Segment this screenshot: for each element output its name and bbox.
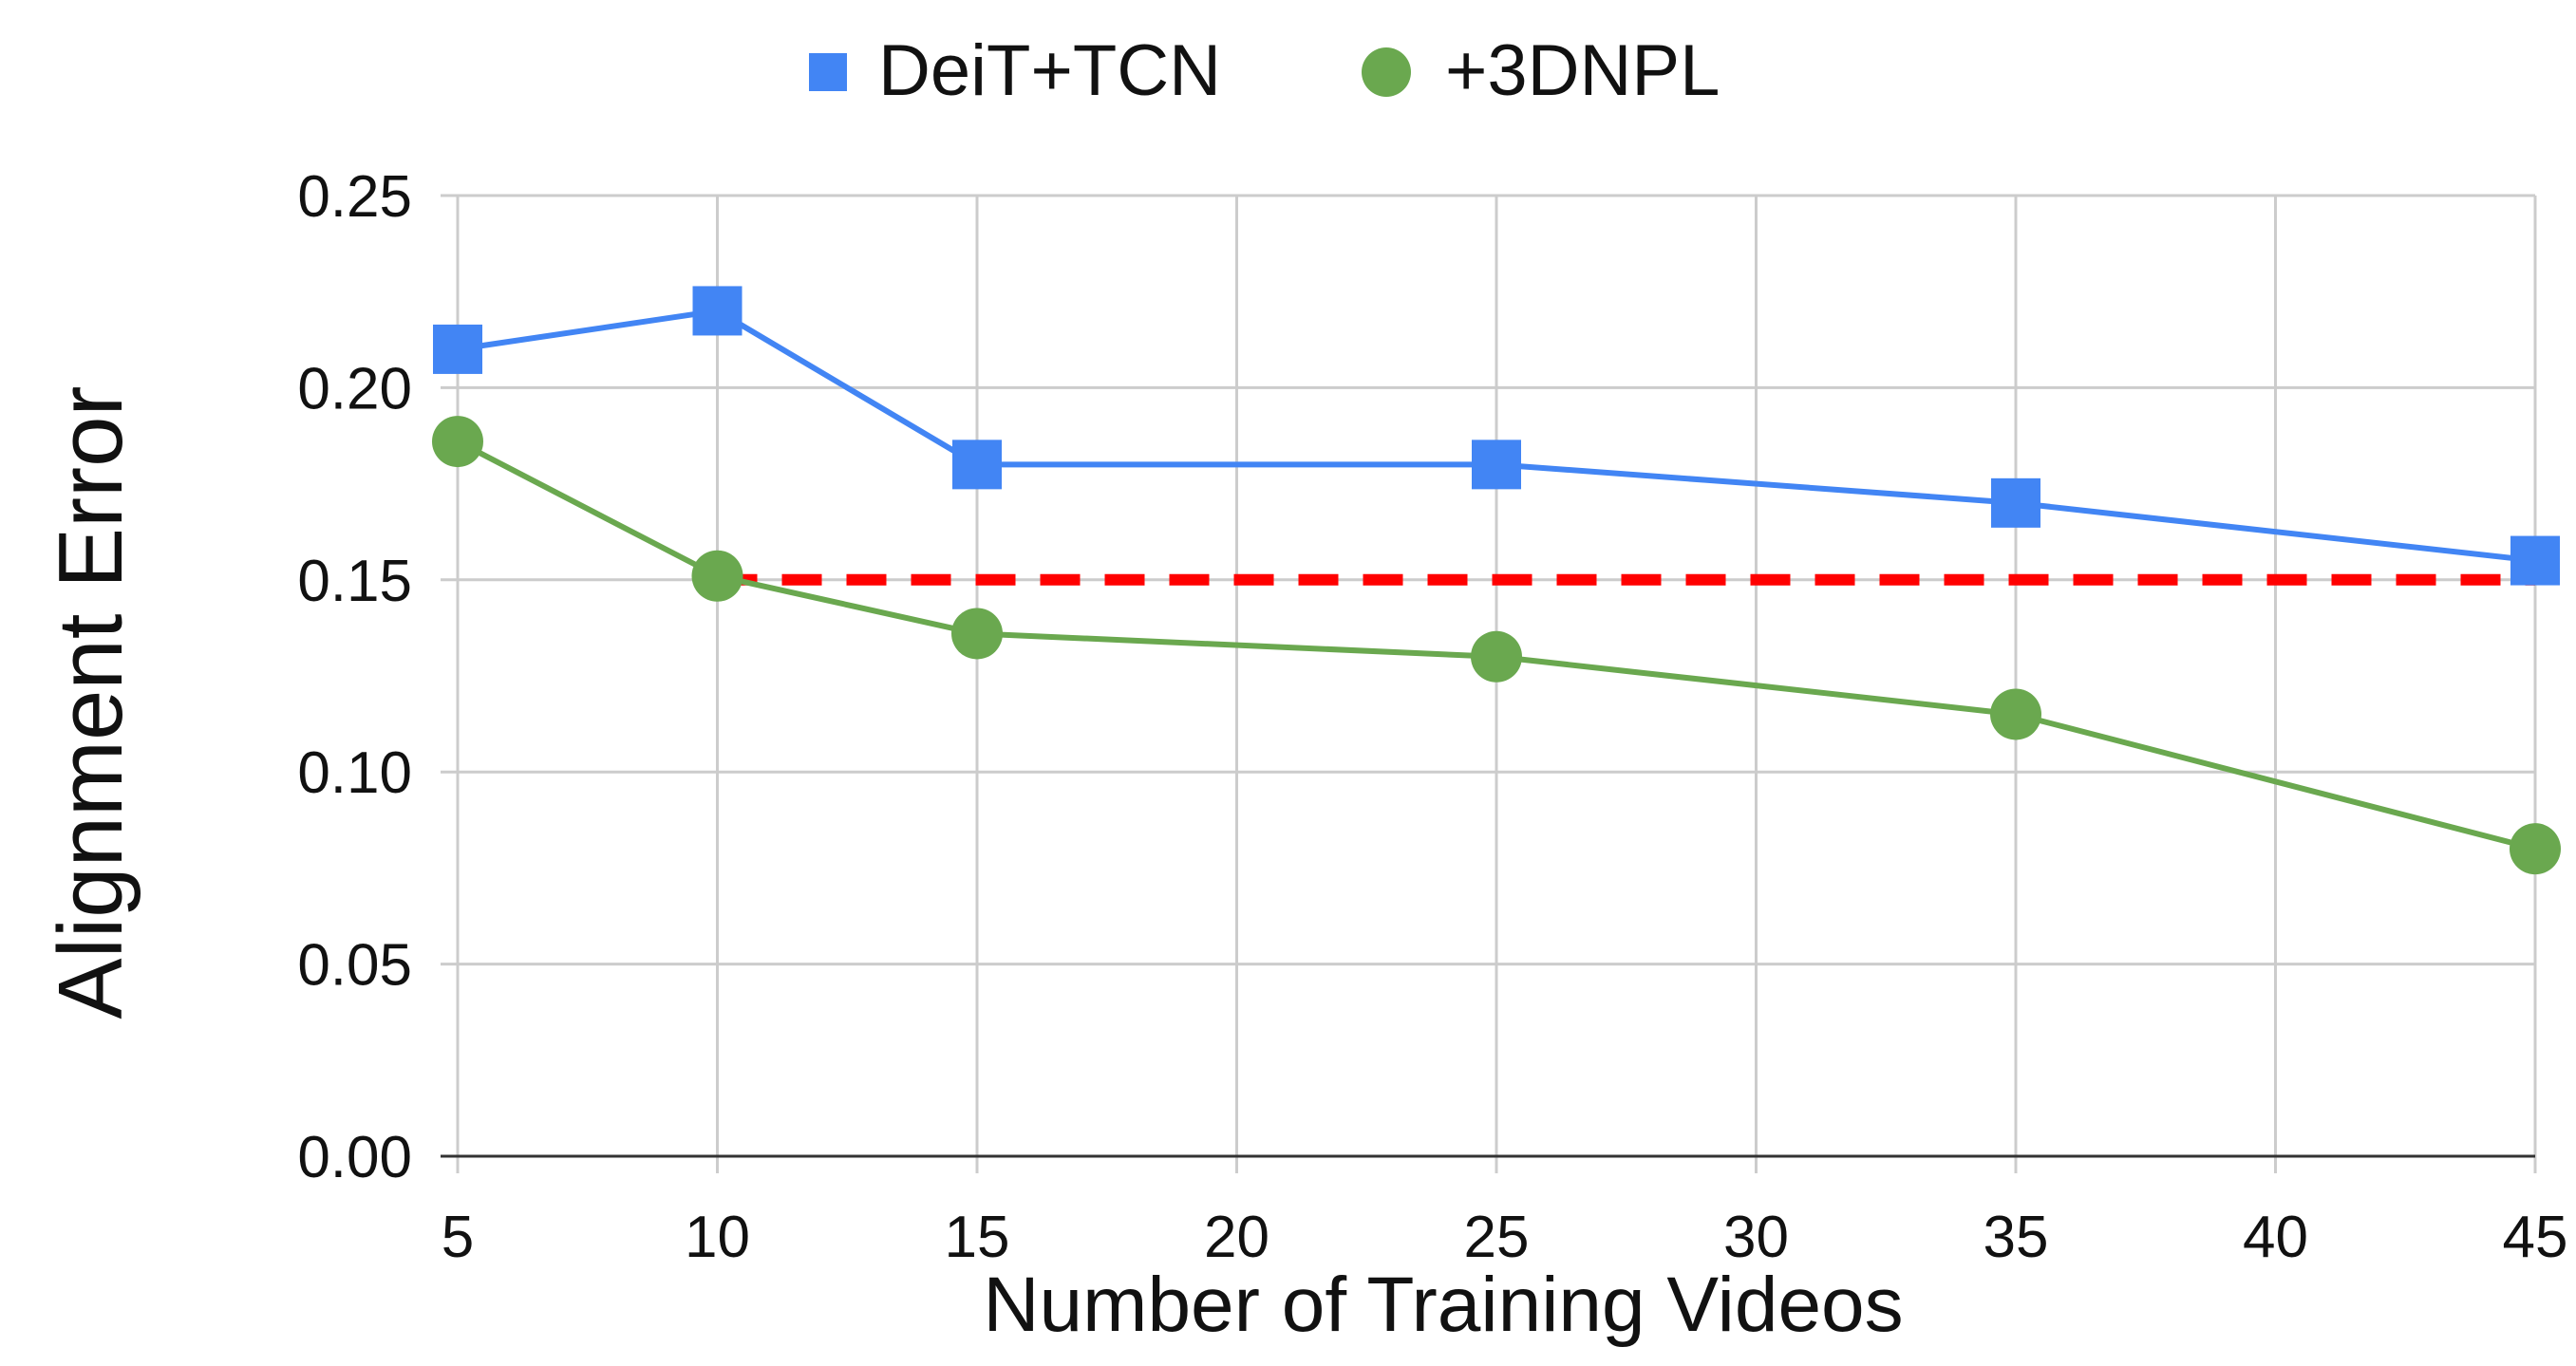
y-tick-label: 0.20 xyxy=(297,356,412,421)
x-tick-label: 15 xyxy=(945,1205,1010,1270)
data-point-circle xyxy=(2510,823,2561,875)
x-tick-label: 20 xyxy=(1204,1205,1269,1270)
x-tick-label: 30 xyxy=(1723,1205,1789,1270)
data-point-circle xyxy=(1990,688,2041,740)
data-point-circle xyxy=(432,416,483,468)
x-axis-title: Number of Training Videos xyxy=(983,1262,1903,1348)
x-tick-label: 45 xyxy=(2503,1205,2568,1270)
axes: 0.00 0.05 0.10 0.15 0.20 0.25 5 10 15 20 25 30 35 40 4… xyxy=(297,164,2567,1270)
series-layer xyxy=(432,286,2561,875)
x-tick-label: 40 xyxy=(2243,1205,2308,1270)
data-point-circle xyxy=(951,608,1003,660)
data-point-square xyxy=(2510,535,2560,586)
x-tick-label: 35 xyxy=(1984,1205,2049,1270)
y-tick-label: 0.10 xyxy=(297,740,412,806)
data-point-square xyxy=(692,286,743,336)
data-point-square xyxy=(952,440,1002,490)
y-axis-title: Alignment Error xyxy=(40,386,141,1020)
y-tick-label: 0.00 xyxy=(297,1125,412,1190)
data-point-square xyxy=(1991,477,2040,528)
x-tick-label: 25 xyxy=(1464,1205,1530,1270)
data-point-circle xyxy=(1471,630,1522,683)
x-tick-label: 5 xyxy=(442,1205,474,1270)
legend-label: +3DNPL xyxy=(1445,30,1720,111)
series-line-1 xyxy=(456,439,2536,852)
y-tick-label: 0.25 xyxy=(297,164,412,230)
series-line-0 xyxy=(457,308,2536,564)
y-tick-label: 0.15 xyxy=(297,549,412,614)
legend: DeiT+TCN +3DNPL xyxy=(809,30,1720,111)
legend-circle-icon xyxy=(1362,47,1411,97)
data-point-square xyxy=(1472,440,1521,490)
data-point-circle xyxy=(691,550,743,602)
x-tick-label: 10 xyxy=(685,1205,750,1270)
legend-label: DeiT+TCN xyxy=(878,30,1221,111)
y-tick-label: 0.05 xyxy=(297,933,412,999)
legend-square-icon xyxy=(809,53,847,91)
data-point-square xyxy=(433,324,482,374)
